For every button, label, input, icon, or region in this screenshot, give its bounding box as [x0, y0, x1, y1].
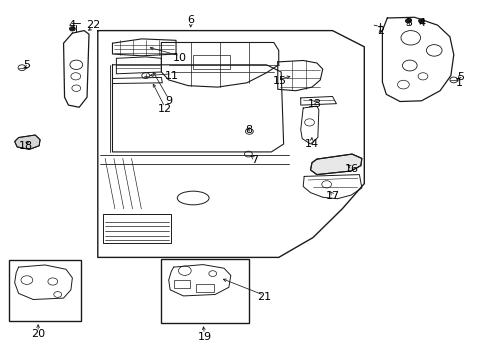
Text: 5: 5	[23, 60, 30, 70]
Bar	[173, 280, 189, 288]
Bar	[9, 260, 81, 321]
Bar	[195, 284, 214, 292]
Bar	[193, 55, 229, 69]
Text: 10: 10	[173, 53, 186, 63]
Text: 20: 20	[31, 329, 45, 339]
Text: 12: 12	[158, 104, 171, 114]
Polygon shape	[310, 154, 361, 175]
Circle shape	[418, 19, 424, 23]
Text: 7: 7	[250, 155, 257, 165]
Text: 9: 9	[165, 96, 172, 106]
Text: 16: 16	[345, 164, 358, 174]
Text: 4: 4	[69, 20, 76, 30]
Text: 22: 22	[85, 20, 100, 30]
Bar	[161, 259, 249, 323]
Text: 6: 6	[187, 15, 194, 25]
Ellipse shape	[177, 191, 208, 205]
Text: 11: 11	[165, 71, 179, 81]
Text: 4: 4	[417, 18, 424, 28]
Text: 15: 15	[272, 76, 286, 86]
Text: 19: 19	[197, 332, 211, 342]
Text: 5: 5	[456, 72, 463, 82]
Text: 3: 3	[404, 18, 411, 28]
Text: 13: 13	[307, 99, 321, 109]
Text: 14: 14	[304, 139, 318, 149]
Bar	[102, 214, 171, 243]
Circle shape	[69, 27, 75, 31]
Text: 8: 8	[244, 125, 251, 135]
Text: 1: 1	[455, 78, 462, 88]
Text: 17: 17	[325, 191, 339, 201]
Text: 2: 2	[376, 26, 383, 36]
Text: 21: 21	[257, 292, 270, 302]
Text: 18: 18	[19, 141, 32, 151]
Polygon shape	[15, 135, 40, 149]
Circle shape	[405, 19, 410, 23]
